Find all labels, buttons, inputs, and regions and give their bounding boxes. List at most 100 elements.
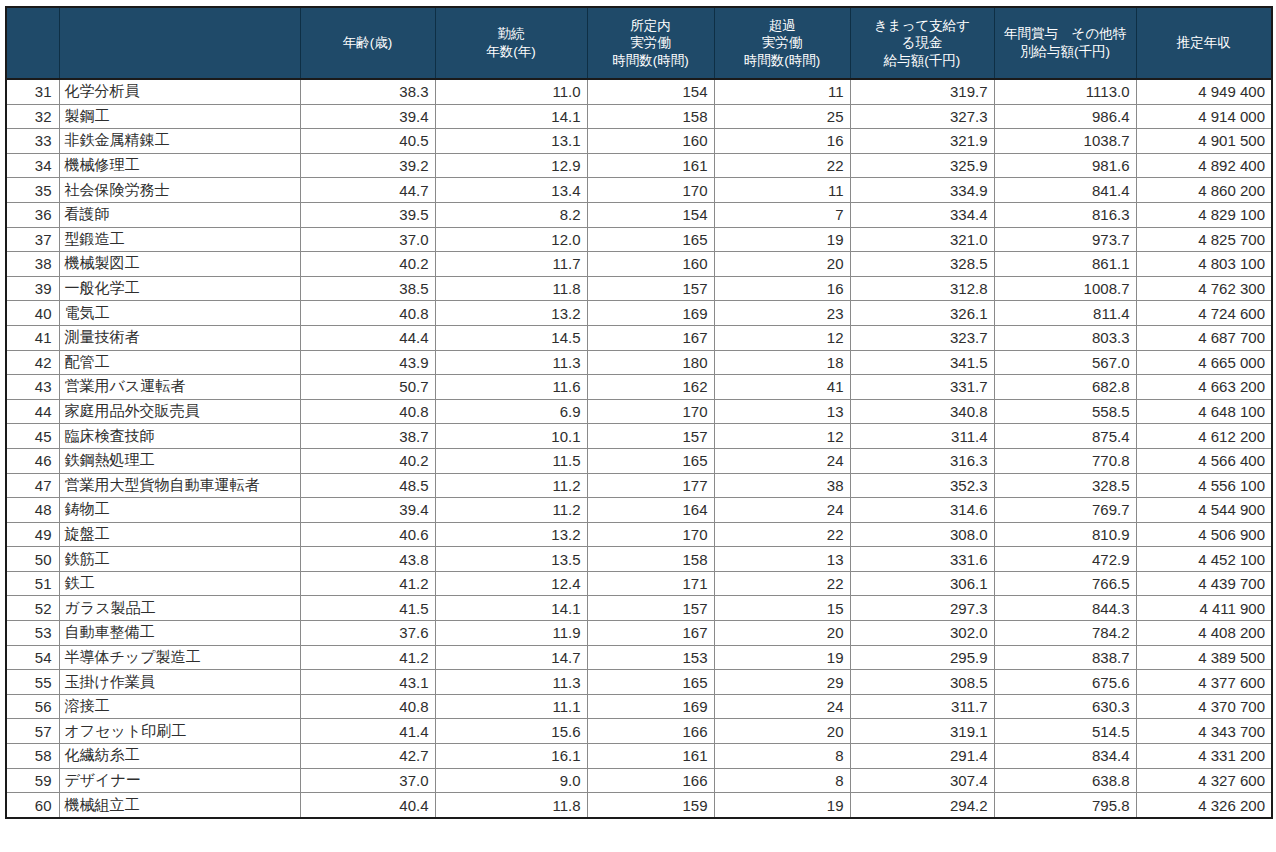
cell-scheduled-hours: 165: [587, 670, 714, 695]
cell-annual-bonus: 558.5: [994, 399, 1136, 424]
cell-est-income: 4 411 900: [1136, 596, 1272, 621]
salary-ranking-table-wrap: 年齢(歳) 勤続 年数(年) 所定内 実労働 時間数(時間) 超過 実労働 時間…: [5, 6, 1273, 819]
cell-overtime-hours: 38: [714, 473, 850, 498]
cell-est-income: 4 825 700: [1136, 227, 1272, 252]
cell-monthly-cash: 323.7: [850, 325, 994, 350]
cell-scheduled-hours: 166: [587, 768, 714, 793]
cell-rank: 50: [6, 547, 59, 572]
cell-age: 40.4: [300, 793, 435, 818]
cell-overtime-hours: 16: [714, 129, 850, 154]
cell-scheduled-hours: 157: [587, 276, 714, 301]
cell-tenure: 14.5: [435, 325, 587, 350]
cell-tenure: 11.7: [435, 252, 587, 277]
cell-occupation: 家庭用品外交販売員: [59, 399, 300, 424]
cell-age: 41.5: [300, 596, 435, 621]
table-body: 31 化学分析員 38.3 11.0 154 11 319.7 1113.0 4…: [6, 79, 1272, 818]
cell-age: 38.5: [300, 276, 435, 301]
cell-rank: 58: [6, 744, 59, 769]
cell-age: 37.6: [300, 621, 435, 646]
header-rank: [6, 7, 59, 79]
cell-tenure: 11.6: [435, 375, 587, 400]
cell-est-income: 4 343 700: [1136, 719, 1272, 744]
cell-occupation: 電気工: [59, 301, 300, 326]
cell-scheduled-hours: 170: [587, 178, 714, 203]
cell-age: 40.8: [300, 694, 435, 719]
cell-est-income: 4 326 200: [1136, 793, 1272, 818]
cell-overtime-hours: 20: [714, 621, 850, 646]
cell-tenure: 12.4: [435, 571, 587, 596]
cell-tenure: 10.1: [435, 424, 587, 449]
cell-annual-bonus: 973.7: [994, 227, 1136, 252]
cell-overtime-hours: 13: [714, 547, 850, 572]
cell-rank: 57: [6, 719, 59, 744]
cell-est-income: 4 331 200: [1136, 744, 1272, 769]
cell-scheduled-hours: 170: [587, 522, 714, 547]
cell-monthly-cash: 352.3: [850, 473, 994, 498]
cell-rank: 40: [6, 301, 59, 326]
cell-est-income: 4 408 200: [1136, 621, 1272, 646]
cell-tenure: 16.1: [435, 744, 587, 769]
cell-occupation: ガラス製品工: [59, 596, 300, 621]
cell-tenure: 14.7: [435, 645, 587, 670]
cell-occupation: 営業用バス運転者: [59, 375, 300, 400]
cell-est-income: 4 892 400: [1136, 153, 1272, 178]
cell-rank: 55: [6, 670, 59, 695]
cell-overtime-hours: 7: [714, 202, 850, 227]
cell-overtime-hours: 22: [714, 522, 850, 547]
cell-overtime-hours: 8: [714, 744, 850, 769]
cell-annual-bonus: 795.8: [994, 793, 1136, 818]
cell-tenure: 13.5: [435, 547, 587, 572]
cell-scheduled-hours: 171: [587, 571, 714, 596]
cell-overtime-hours: 8: [714, 768, 850, 793]
cell-est-income: 4 544 900: [1136, 498, 1272, 523]
cell-annual-bonus: 769.7: [994, 498, 1136, 523]
cell-overtime-hours: 20: [714, 252, 850, 277]
cell-tenure: 15.6: [435, 719, 587, 744]
cell-occupation: デザイナー: [59, 768, 300, 793]
header-overtime-hours: 超過 実労働 時間数(時間): [714, 7, 850, 79]
cell-scheduled-hours: 161: [587, 744, 714, 769]
table-row: 58 化繊紡糸工 42.7 16.1 161 8 291.4 834.4 4 3…: [6, 744, 1272, 769]
cell-age: 41.2: [300, 571, 435, 596]
cell-occupation: 鉄工: [59, 571, 300, 596]
cell-rank: 47: [6, 473, 59, 498]
cell-occupation: 機械修理工: [59, 153, 300, 178]
cell-scheduled-hours: 154: [587, 79, 714, 104]
cell-annual-bonus: 675.6: [994, 670, 1136, 695]
cell-annual-bonus: 811.4: [994, 301, 1136, 326]
cell-age: 39.4: [300, 104, 435, 129]
cell-rank: 37: [6, 227, 59, 252]
cell-overtime-hours: 23: [714, 301, 850, 326]
table-row: 46 鉄鋼熱処理工 40.2 11.5 165 24 316.3 770.8 4…: [6, 448, 1272, 473]
cell-annual-bonus: 328.5: [994, 473, 1136, 498]
cell-annual-bonus: 472.9: [994, 547, 1136, 572]
cell-overtime-hours: 13: [714, 399, 850, 424]
cell-annual-bonus: 986.4: [994, 104, 1136, 129]
cell-overtime-hours: 22: [714, 571, 850, 596]
cell-annual-bonus: 567.0: [994, 350, 1136, 375]
cell-rank: 33: [6, 129, 59, 154]
cell-overtime-hours: 12: [714, 424, 850, 449]
cell-annual-bonus: 638.8: [994, 768, 1136, 793]
table-row: 56 溶接工 40.8 11.1 169 24 311.7 630.3 4 37…: [6, 694, 1272, 719]
cell-monthly-cash: 321.0: [850, 227, 994, 252]
cell-monthly-cash: 295.9: [850, 645, 994, 670]
cell-est-income: 4 377 600: [1136, 670, 1272, 695]
table-row: 50 鉄筋工 43.8 13.5 158 13 331.6 472.9 4 45…: [6, 547, 1272, 572]
cell-est-income: 4 803 100: [1136, 252, 1272, 277]
cell-tenure: 12.9: [435, 153, 587, 178]
cell-occupation: 営業用大型貨物自動車運転者: [59, 473, 300, 498]
cell-monthly-cash: 312.8: [850, 276, 994, 301]
cell-occupation: オフセット印刷工: [59, 719, 300, 744]
cell-annual-bonus: 981.6: [994, 153, 1136, 178]
cell-monthly-cash: 297.3: [850, 596, 994, 621]
cell-age: 41.2: [300, 645, 435, 670]
cell-age: 43.9: [300, 350, 435, 375]
cell-rank: 41: [6, 325, 59, 350]
cell-overtime-hours: 22: [714, 153, 850, 178]
table-row: 31 化学分析員 38.3 11.0 154 11 319.7 1113.0 4…: [6, 79, 1272, 104]
cell-overtime-hours: 11: [714, 79, 850, 104]
cell-annual-bonus: 630.3: [994, 694, 1136, 719]
cell-occupation: 看護師: [59, 202, 300, 227]
cell-annual-bonus: 841.4: [994, 178, 1136, 203]
